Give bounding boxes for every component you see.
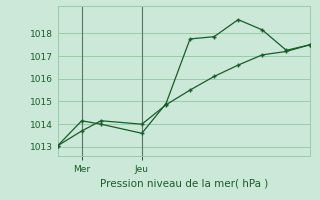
X-axis label: Pression niveau de la mer( hPa ): Pression niveau de la mer( hPa ) bbox=[100, 178, 268, 188]
